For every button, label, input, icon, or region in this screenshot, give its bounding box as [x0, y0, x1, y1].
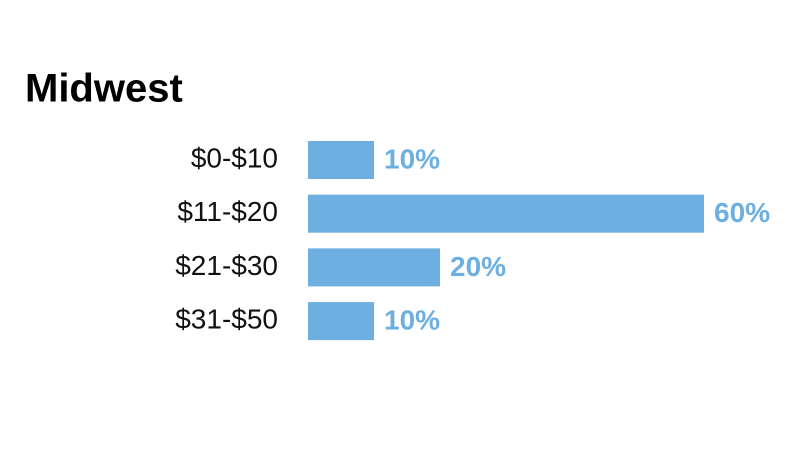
chart-title: Midwest [25, 67, 183, 111]
value-label: 10% [384, 304, 440, 335]
value-label: 20% [450, 251, 506, 282]
bar [308, 194, 704, 233]
value-label: 60% [714, 197, 770, 228]
bar [308, 302, 374, 341]
bar [308, 141, 374, 179]
category-label: $21-$30 [175, 250, 278, 281]
bar [308, 248, 440, 287]
value-label: 10% [384, 143, 440, 174]
category-label: $0-$10 [191, 142, 278, 173]
category-label: $11-$20 [177, 196, 278, 227]
category-label: $31-$50 [175, 303, 278, 334]
